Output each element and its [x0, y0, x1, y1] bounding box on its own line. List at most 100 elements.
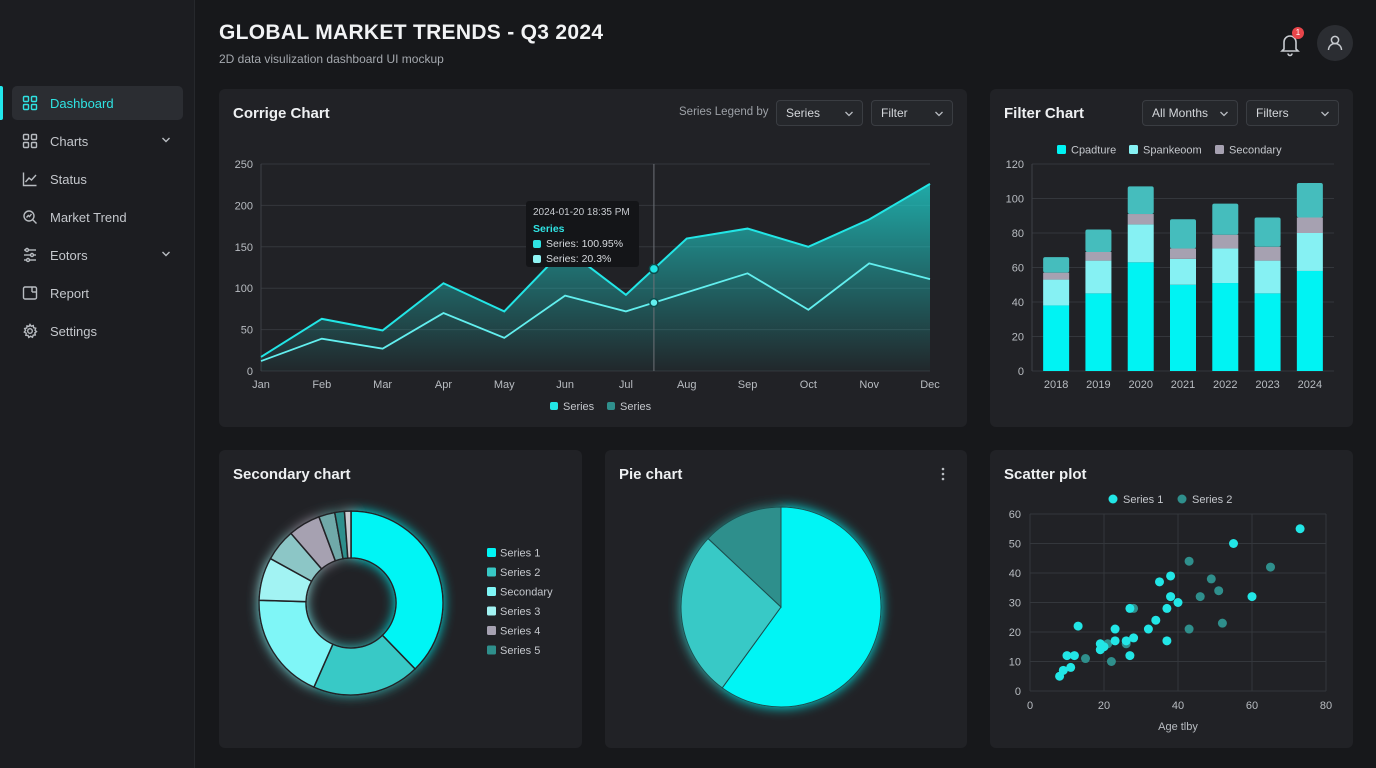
- tooltip-heading: Series: [533, 223, 565, 235]
- scatter-point-series-1: [1155, 577, 1164, 587]
- chevron-down-icon: [845, 111, 853, 117]
- y-tick-label: 0: [1015, 686, 1021, 698]
- secondary-chart-card: Secondary chart Series 1 Series 2 Secondar…: [219, 450, 582, 748]
- chevron-down-icon: [935, 111, 943, 117]
- legend-swatch-series-1: [1108, 494, 1118, 504]
- chevron-down-icon: [1321, 111, 1329, 117]
- scatter-point-series-1: [1125, 603, 1135, 613]
- sidebar-item-label: Settings: [50, 323, 97, 339]
- grid-icon: [22, 95, 38, 111]
- scatter-chart-plot: 0 10 20 30 40 50 60 0 20 40 60 80 Age tlby Series 1 Se…: [1009, 494, 1332, 733]
- sidebar-item-settings[interactable]: Settings: [12, 314, 183, 348]
- x-tick-label: 80: [1320, 700, 1332, 712]
- months-select[interactable]: All Months: [1142, 100, 1238, 126]
- x-tick-label: Feb: [312, 379, 331, 391]
- sliders-icon: [24, 247, 36, 263]
- y-tick-label: 100: [235, 283, 253, 295]
- user-icon: [1327, 35, 1343, 51]
- bar-segment: [1212, 203, 1239, 235]
- x-tick-label: Aug: [677, 379, 697, 391]
- sidebar-item-status[interactable]: Status: [12, 162, 183, 196]
- chart-tooltip: 2024-01-20 18:35 PM Series Series: 100.9…: [526, 201, 639, 267]
- months-select-value: All Months: [1152, 106, 1209, 120]
- bar-segment: [1085, 260, 1112, 294]
- bar-segment: [1043, 305, 1070, 371]
- legend-label: Series 4: [500, 626, 540, 638]
- x-tick-label: 60: [1246, 700, 1258, 712]
- filters-select-value: Filters: [1256, 106, 1289, 120]
- scatter-point-series-1: [1166, 592, 1176, 602]
- x-tick-label: 40: [1172, 700, 1184, 712]
- scatter-point-series-1: [1121, 636, 1131, 646]
- x-tick-label: Nov: [859, 379, 879, 391]
- sidebar-nav: Dashboard Charts Status Market Trend Eot…: [0, 86, 195, 352]
- filter-select[interactable]: Filter: [871, 100, 953, 126]
- legend-label: Spankeoom: [1143, 145, 1202, 157]
- bar-segment: [1127, 186, 1154, 215]
- combo-chart-plot: 0 50 100 150 200 250 Jan Feb Mar Apr May Jun Jul Aug S…: [235, 159, 941, 413]
- chevron-down-icon[interactable]: [161, 249, 171, 259]
- legend-label: Series 2: [500, 567, 540, 579]
- pie-chart-card: Pie chart: [605, 450, 967, 748]
- y-tick-label: 20: [1012, 332, 1024, 344]
- legend-swatch-series-2: [607, 402, 615, 410]
- legend-label: Secondary: [1229, 145, 1282, 157]
- series-1-area: [261, 183, 930, 371]
- secondary-chart-plot: Series 1 Series 2 Secondary Series 3 Series …: [258, 510, 553, 696]
- sidebar-item-market-trend[interactable]: Market Trend: [12, 200, 183, 234]
- avatar[interactable]: [1317, 25, 1353, 61]
- pie-chart-plot: [680, 506, 882, 708]
- sidebar-item-eotors[interactable]: Eotors: [12, 238, 183, 272]
- bar-segment: [1127, 262, 1154, 371]
- scatter-point-series-1: [1173, 598, 1183, 607]
- chevron-down-icon[interactable]: [161, 135, 171, 145]
- bar-segment: [1085, 293, 1112, 371]
- x-tick-label: 2022: [1213, 379, 1237, 391]
- y-tick-label: 40: [1009, 568, 1021, 580]
- more-options-button[interactable]: [937, 465, 949, 483]
- scatter-point-series-1: [1099, 642, 1109, 652]
- legend-label: Secondary: [500, 587, 553, 599]
- series-1-line: [260, 183, 931, 358]
- x-tick-label: Apr: [435, 379, 452, 391]
- series-select-value: Series: [786, 106, 821, 120]
- bar-segment: [1170, 248, 1196, 259]
- legend-swatch: [1129, 145, 1138, 154]
- series-2-line: [260, 262, 931, 362]
- chevron-down-icon: [1220, 111, 1228, 117]
- notifications-button[interactable]: 1: [1276, 27, 1304, 58]
- filters-select[interactable]: Filters: [1246, 100, 1339, 126]
- sidebar-item-label: Charts: [50, 133, 89, 149]
- legend-label: Series 1: [500, 548, 540, 560]
- scatter-point-series-1: [1073, 621, 1083, 631]
- bar-segment: [1043, 272, 1070, 280]
- y-tick-label: 100: [1006, 194, 1024, 206]
- scatter-point-series-1: [1247, 592, 1257, 602]
- bar-segment: [1170, 284, 1196, 371]
- scatter-point-series-1: [1125, 651, 1135, 661]
- hover-point-series-1: [648, 263, 660, 275]
- series-select[interactable]: Series: [776, 100, 863, 126]
- x-tick-label: Mar: [373, 379, 392, 391]
- legend-swatch-series-2: [1177, 494, 1187, 504]
- page-subtitle: 2D data visulization dashboard UI mockup: [219, 52, 444, 66]
- sidebar-item-dashboard[interactable]: Dashboard: [12, 86, 183, 120]
- y-tick-label: 150: [235, 242, 253, 254]
- scatter-point-series-1: [1066, 662, 1076, 672]
- legend-label: Cpadture: [1071, 145, 1116, 157]
- legend-label-series-2: Series: [620, 401, 652, 413]
- gear-icon: [23, 323, 38, 339]
- search-chart-icon: [23, 210, 37, 224]
- x-tick-label: 2024: [1298, 379, 1322, 391]
- filter-chart-title: Filter Chart: [1004, 105, 1085, 122]
- scatter-chart-title: Scatter plot: [1004, 466, 1087, 483]
- scatter-point-series-1: [1151, 615, 1161, 625]
- line-chart-icon: [22, 172, 37, 187]
- tooltip-date: 2024-01-20 18:35 PM: [533, 207, 630, 218]
- sidebar-item-report[interactable]: Report: [12, 276, 183, 310]
- sidebar-item-charts[interactable]: Charts: [12, 124, 183, 158]
- scatter-point-series-1: [1069, 651, 1079, 661]
- scatter-chart-card: Scatter plot 0 10 20 30 40 50 60 0 20 40 60 80 Age t…: [990, 450, 1353, 748]
- scatter-point-series-2: [1081, 654, 1090, 664]
- scatter-point-series-1: [1058, 665, 1068, 675]
